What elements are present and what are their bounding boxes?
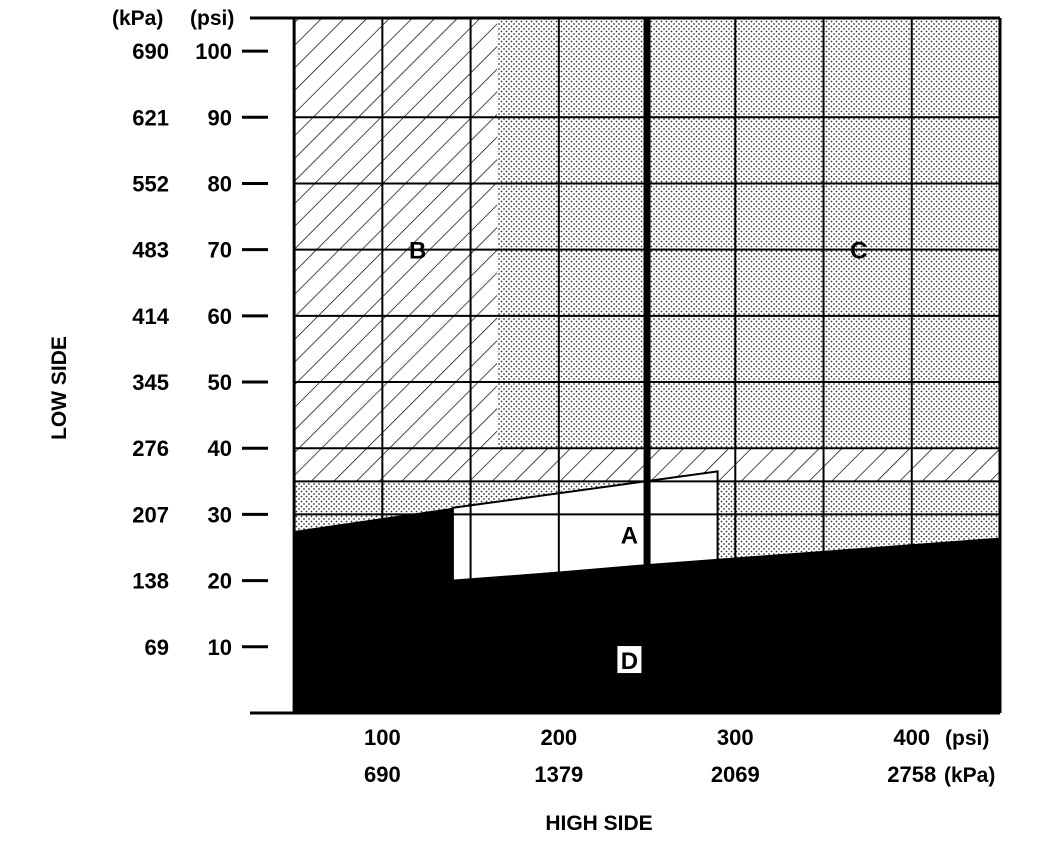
x-tick-label-psi: 400 <box>893 725 930 750</box>
y-tick-label-psi: 40 <box>208 436 232 461</box>
x-tick-label-kpa: 690 <box>364 762 401 787</box>
x-tick-label-kpa: 2069 <box>711 762 760 787</box>
y-tick-label-kpa: 552 <box>132 171 169 196</box>
region-a-outline <box>451 470 719 582</box>
y-axis-label: LOW SIDE <box>48 336 71 440</box>
y-tick-label-psi: 80 <box>208 171 232 196</box>
region-a-4 <box>452 471 718 581</box>
y-tick-label-psi: 90 <box>208 105 232 130</box>
region-label-b: B <box>409 238 426 265</box>
x-tick-label-kpa: 1379 <box>534 762 583 787</box>
y-tick-label-psi: 100 <box>195 39 232 64</box>
x-unit-primary: (psi) <box>945 727 989 750</box>
y-tick-label-kpa: 621 <box>132 105 169 130</box>
y-tick-label-psi: 50 <box>208 370 232 395</box>
y-tick-label-kpa: 69 <box>145 635 169 660</box>
y-unit-secondary: (kPa) <box>112 7 163 30</box>
x-axis-label: HIGH SIDE <box>545 812 652 835</box>
region-label-a: A <box>621 522 638 549</box>
y-tick-label-kpa: 483 <box>132 238 169 263</box>
x-tick-label-psi: 200 <box>540 725 577 750</box>
y-tick-label-psi: 30 <box>208 502 232 527</box>
y-tick-label-psi: 60 <box>208 304 232 329</box>
y-tick-label-kpa: 207 <box>132 502 169 527</box>
y-tick-label-psi: 20 <box>208 569 232 594</box>
y-tick-label-psi: 70 <box>208 238 232 263</box>
y-tick-label-kpa: 345 <box>132 370 169 395</box>
x-tick-label-psi: 300 <box>717 725 754 750</box>
ticks-layer: 100 690 90 621 80 552 70 483 60 414 50 345 40 276 30 20… <box>132 39 936 787</box>
region-labels-layer: A B C D <box>409 238 868 675</box>
x-tick-label-kpa: 2758 <box>887 762 936 787</box>
x-unit-secondary: (kPa) <box>944 764 995 787</box>
y-tick-label-kpa: 138 <box>132 569 169 594</box>
y-tick-label-kpa: 690 <box>132 39 169 64</box>
y-tick-label-kpa: 276 <box>132 436 169 461</box>
y-tick-label-psi: 10 <box>208 635 232 660</box>
region-d-label-bg <box>617 646 642 674</box>
region-label-c: C <box>850 238 867 265</box>
region-b-0 <box>294 18 498 449</box>
y-tick-label-kpa: 414 <box>132 304 169 329</box>
axes-layer <box>250 16 1002 715</box>
x-tick-label-psi: 100 <box>364 725 401 750</box>
region-c-1 <box>497 18 1000 449</box>
region-label-d: D <box>621 648 638 675</box>
y-unit-primary: (psi) <box>190 7 234 30</box>
